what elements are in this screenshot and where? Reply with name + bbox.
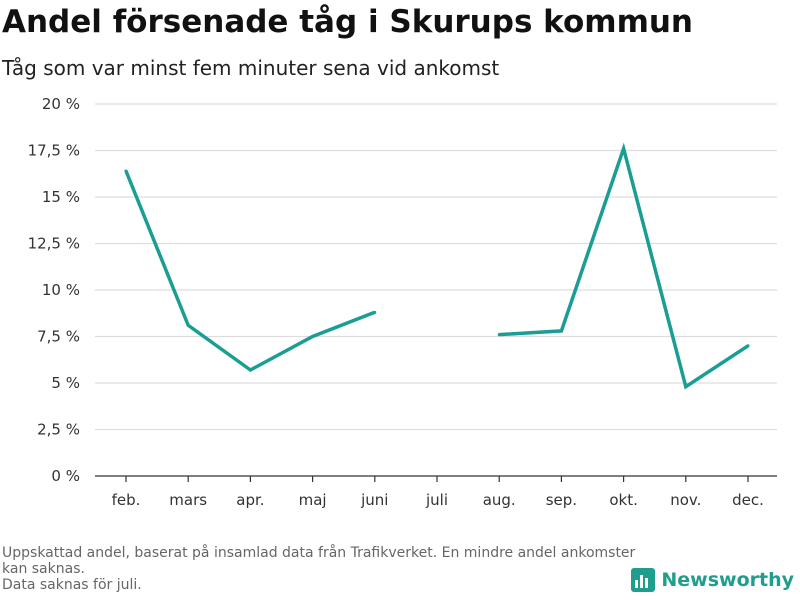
y-tick-label: 17,5 % <box>28 142 80 160</box>
x-tick-label: maj <box>299 491 327 509</box>
data-point <box>248 368 252 372</box>
data-point <box>746 344 750 348</box>
x-tick-label: sep. <box>546 491 577 509</box>
data-point <box>559 329 563 333</box>
chart-title: Andel försenade tåg i Skurups kommun <box>2 4 694 40</box>
x-tick-label: feb. <box>112 491 141 509</box>
footnote-line-1: Uppskattad andel, baserat på insamlad da… <box>2 545 636 577</box>
x-tick-label: aug. <box>483 491 516 509</box>
x-tick-label: dec. <box>732 491 764 509</box>
y-tick-label: 15 % <box>42 188 80 206</box>
data-point <box>124 169 128 173</box>
x-tick-label: juli <box>425 491 448 509</box>
y-tick-label: 2,5 % <box>37 421 80 439</box>
y-tick-labels: 0 % 2,5 % 5 % 7,5 % 10 % 12,5 % 15 % 17,5 % 20 % <box>28 95 80 485</box>
y-tick-label: 20 % <box>42 95 80 113</box>
x-tick-label: apr. <box>236 491 264 509</box>
axes <box>95 475 777 482</box>
x-tick-label: mars <box>169 491 207 509</box>
x-tick-label: okt. <box>609 491 638 509</box>
x-tick-label: nov. <box>670 491 701 509</box>
series-line <box>124 170 376 373</box>
x-tick-labels: feb. mars apr. maj juni juli aug. sep. okt. nov. d… <box>112 491 764 509</box>
y-tick-label: 0 % <box>51 467 80 485</box>
data-series <box>124 142 750 390</box>
footnote: Uppskattad andel, baserat på insamlad da… <box>2 545 642 593</box>
y-tick-label: 5 % <box>51 374 80 392</box>
brand-logo: Newsworthy <box>631 568 794 592</box>
y-tick-label: 12,5 % <box>28 235 80 253</box>
series-line <box>499 142 749 390</box>
data-point <box>186 323 190 327</box>
data-point <box>497 333 501 337</box>
y-tick-label: 10 % <box>42 281 80 299</box>
data-point <box>373 310 377 314</box>
data-point <box>684 385 688 389</box>
brand-name: Newsworthy <box>661 569 794 591</box>
data-point <box>622 147 626 151</box>
y-tick-label: 7,5 % <box>37 328 80 346</box>
footnote-line-2: Data saknas för juli. <box>2 577 142 593</box>
gridlines <box>95 103 777 431</box>
chart-subtitle: Tåg som var minst fem minuter sena vid a… <box>2 56 500 80</box>
data-point <box>311 335 315 338</box>
bar-chart-logo-icon <box>631 568 656 592</box>
x-tick-label: juni <box>360 491 388 509</box>
